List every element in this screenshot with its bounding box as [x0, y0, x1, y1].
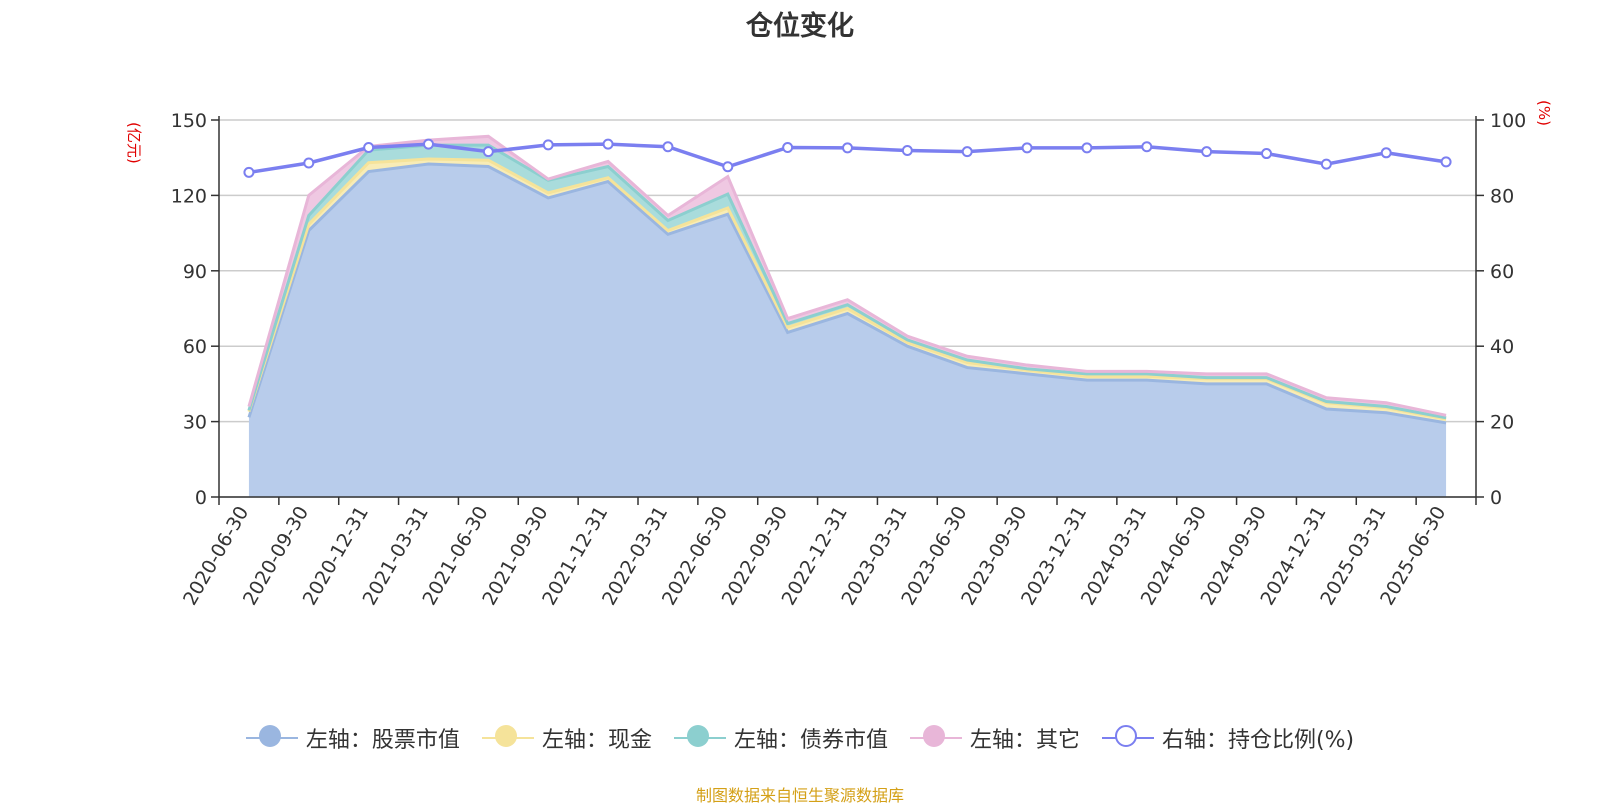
- right-tick-label: 60: [1490, 261, 1514, 283]
- left-tick-label: 120: [171, 185, 207, 207]
- legend-item-stock[interactable]: 左轴：股票市值: [245, 722, 460, 754]
- ratio-point: [901, 145, 913, 157]
- ratio-point: [1081, 142, 1093, 154]
- legend-other-label: 左轴：其它: [969, 728, 1080, 753]
- ratio-point: [1021, 142, 1033, 154]
- ratio-point: [482, 146, 494, 158]
- ratio-point: [1201, 146, 1213, 158]
- line-other: [247, 134, 1447, 417]
- ratio-point: [782, 142, 794, 154]
- ratio-point: [303, 157, 315, 169]
- left-tick-label: 0: [195, 487, 207, 509]
- ratio-point: [1141, 141, 1153, 153]
- ratio-point: [961, 146, 973, 158]
- ratio-point: [423, 138, 434, 150]
- left-tick-label: 90: [183, 261, 207, 283]
- legend-item-bond[interactable]: 左轴：债券市值: [673, 722, 888, 754]
- legend-bond-label: 左轴：债券市值: [733, 728, 888, 753]
- ratio-point: [1380, 147, 1392, 159]
- ratio-point: [243, 166, 255, 178]
- legend-ratio-label: 右轴：持仓比例(%): [1161, 728, 1355, 753]
- ratio-point: [1440, 156, 1452, 168]
- right-axis-unit: (%): [1535, 100, 1553, 126]
- right-tick-label: 80: [1490, 185, 1514, 207]
- ratio-point: [363, 142, 375, 154]
- right-tick-label: 0: [1490, 487, 1502, 509]
- ratio-point: [662, 141, 674, 153]
- ratio-point: [1261, 148, 1272, 160]
- chart-title: 仓位变化: [746, 11, 854, 42]
- legend-bond-icon: [673, 724, 726, 752]
- left-tick-label: 30: [183, 412, 207, 434]
- right-tick-label: 100: [1490, 110, 1526, 132]
- legend-cash-icon: [481, 724, 534, 752]
- ratio-point: [1320, 158, 1332, 170]
- area-stock: [248, 163, 1447, 497]
- legend-ratio-icon: [1101, 724, 1154, 752]
- legend-other-icon: [909, 724, 962, 752]
- line-stock: [247, 162, 1447, 425]
- ratio-point: [542, 139, 554, 151]
- left-tick-label: 60: [183, 336, 207, 358]
- legend-item-cash[interactable]: 左轴：现金: [481, 722, 652, 754]
- legend-item-other[interactable]: 左轴：其它: [909, 722, 1080, 754]
- chart-legend: 左轴：股票市值 左轴：现金 左轴：债券市值 左轴：其它 右轴：持仓比例(%): [0, 722, 1600, 754]
- left-axis-unit: (亿元): [125, 122, 143, 164]
- right-tick-label: 40: [1490, 336, 1514, 358]
- ratio-point: [842, 142, 853, 154]
- ratio-point: [602, 138, 614, 150]
- left-tick-label: 150: [171, 110, 207, 132]
- ratio-point: [722, 161, 734, 173]
- legend-item-position-ratio[interactable]: 右轴：持仓比例(%): [1101, 722, 1355, 754]
- data-source-note: 制图数据来自恒生聚源数据库: [695, 786, 904, 805]
- right-tick-label: 20: [1490, 412, 1514, 434]
- legend-cash-label: 左轴：现金: [541, 728, 652, 753]
- legend-stock-icon: [245, 724, 298, 752]
- legend-stock-label: 左轴：股票市值: [305, 728, 460, 753]
